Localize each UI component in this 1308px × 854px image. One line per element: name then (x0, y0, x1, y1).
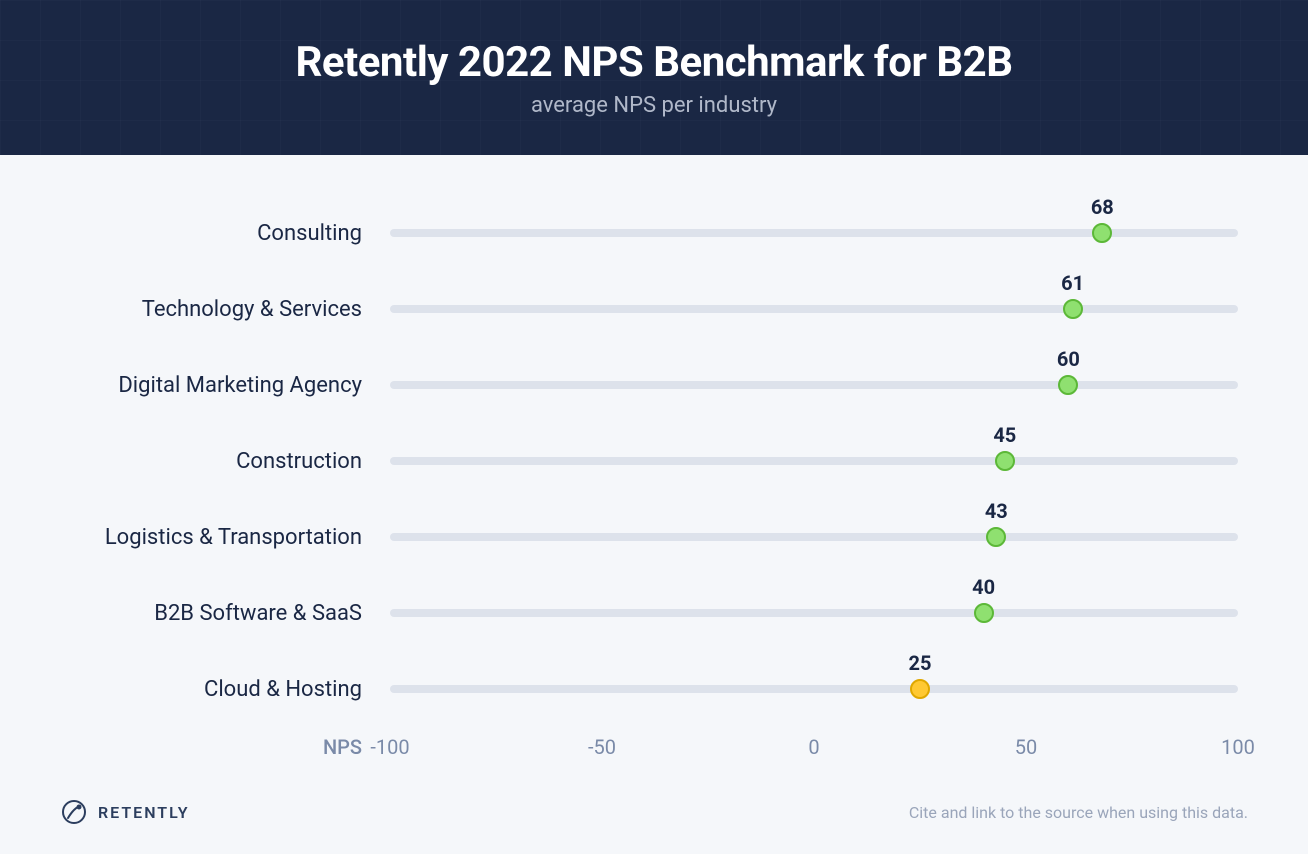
data-value-label: 40 (972, 575, 995, 599)
x-tick: 50 (1015, 735, 1037, 759)
chart-row: Cloud & Hosting 25 (70, 651, 1238, 727)
x-axis: NPS -100-50050100 (70, 735, 1238, 785)
row-track (390, 533, 1238, 541)
data-value-label: 68 (1091, 195, 1114, 219)
data-marker (974, 603, 994, 623)
data-marker (1058, 375, 1078, 395)
attribution-text: Cite and link to the source when using t… (909, 803, 1248, 822)
brand-logo: RETENTLY (60, 798, 190, 826)
x-tick: 100 (1221, 735, 1255, 759)
chart-header: Retently 2022 NPS Benchmark for B2B aver… (0, 0, 1308, 155)
row-label: B2B Software & SaaS (70, 601, 390, 626)
row-track (390, 457, 1238, 465)
data-value-label: 45 (993, 423, 1016, 447)
x-tick: -100 (370, 735, 409, 759)
row-label: Digital Marketing Agency (70, 373, 390, 398)
data-value-label: 61 (1061, 271, 1084, 295)
row-track-wrap: 68 (390, 195, 1238, 271)
chart-title: Retently 2022 NPS Benchmark for B2B (295, 38, 1012, 87)
chart-row: Consulting 68 (70, 195, 1238, 271)
data-marker (910, 679, 930, 699)
brand-name: RETENTLY (98, 803, 190, 822)
chart-row: Digital Marketing Agency 60 (70, 347, 1238, 423)
data-marker (1063, 299, 1083, 319)
row-track (390, 609, 1238, 617)
chart-row: Logistics & Transportation 43 (70, 499, 1238, 575)
data-marker (986, 527, 1006, 547)
row-label: Technology & Services (70, 297, 390, 322)
row-track (390, 685, 1238, 693)
row-label: Consulting (70, 221, 390, 246)
row-label: Construction (70, 449, 390, 474)
x-tick: 0 (808, 735, 819, 759)
chart-footer: RETENTLY Cite and link to the source whe… (0, 798, 1308, 826)
data-marker (995, 451, 1015, 471)
retently-icon (60, 798, 88, 826)
row-track-wrap: 43 (390, 499, 1238, 575)
chart-row: B2B Software & SaaS 40 (70, 575, 1238, 651)
row-track-wrap: 45 (390, 423, 1238, 499)
data-value-label: 60 (1057, 347, 1080, 371)
data-value-label: 43 (985, 499, 1008, 523)
data-value-label: 25 (909, 651, 932, 675)
row-label: Logistics & Transportation (70, 525, 390, 550)
chart-row: Construction 45 (70, 423, 1238, 499)
chart-row: Technology & Services 61 (70, 271, 1238, 347)
row-track-wrap: 25 (390, 651, 1238, 727)
row-track (390, 381, 1238, 389)
row-track-wrap: 60 (390, 347, 1238, 423)
row-track-wrap: 61 (390, 271, 1238, 347)
data-marker (1092, 223, 1112, 243)
row-track-wrap: 40 (390, 575, 1238, 651)
x-axis-label: NPS (70, 735, 390, 759)
row-track (390, 305, 1238, 313)
x-axis-ticks: -100-50050100 (390, 735, 1238, 785)
chart-body: Consulting 68 Technology & Services 61 Digit… (0, 155, 1308, 805)
chart-subtitle: average NPS per industry (531, 93, 777, 118)
row-label: Cloud & Hosting (70, 677, 390, 702)
x-tick: -50 (588, 735, 616, 759)
row-track (390, 229, 1238, 237)
